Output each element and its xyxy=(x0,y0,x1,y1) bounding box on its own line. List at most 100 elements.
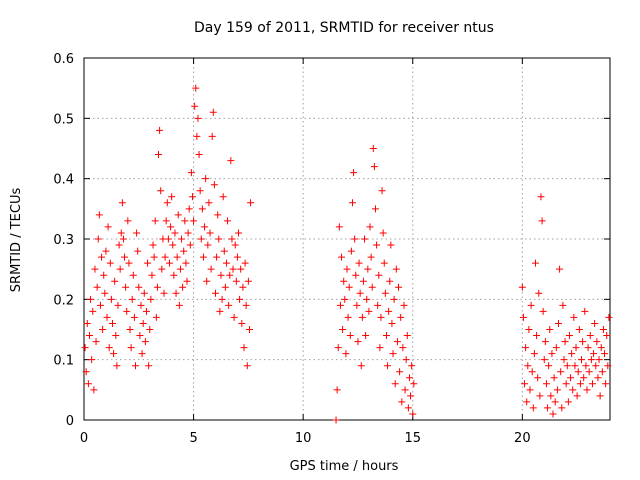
data-point xyxy=(529,404,537,412)
data-point xyxy=(215,235,223,243)
data-point xyxy=(342,350,350,358)
data-point xyxy=(530,350,538,358)
y-axis-label: SRMTID / TECUs xyxy=(9,188,24,293)
data-point xyxy=(175,301,183,309)
data-point xyxy=(229,265,237,273)
data-point xyxy=(174,211,182,219)
data-point xyxy=(201,223,209,231)
data-point xyxy=(138,350,146,358)
data-point xyxy=(180,247,188,255)
data-point xyxy=(187,169,195,177)
data-point xyxy=(125,259,133,267)
axis-ticks: 0 0.1 0.2 0.3 0.4 0.5 0.6 0 5 10 15 20 xyxy=(53,52,610,446)
data-points xyxy=(81,84,613,424)
data-point xyxy=(374,301,382,309)
data-point xyxy=(393,338,401,346)
data-point xyxy=(228,235,236,243)
data-point xyxy=(553,386,561,394)
data-point xyxy=(110,350,118,358)
data-point xyxy=(402,356,410,364)
data-point xyxy=(549,410,557,418)
data-point xyxy=(140,289,148,297)
data-point xyxy=(88,356,96,364)
data-point xyxy=(377,313,385,321)
data-point xyxy=(111,277,119,285)
data-point xyxy=(243,362,251,370)
data-point xyxy=(130,313,138,321)
data-point xyxy=(184,229,192,237)
data-point xyxy=(560,356,568,364)
data-point xyxy=(403,332,411,340)
data-point xyxy=(596,392,604,400)
data-point xyxy=(192,84,200,92)
data-point xyxy=(186,241,194,249)
data-point xyxy=(563,362,571,370)
data-point xyxy=(345,283,353,291)
data-point xyxy=(542,380,550,388)
x-tick-label: 0 xyxy=(80,431,88,446)
data-point xyxy=(570,313,578,321)
data-point xyxy=(181,217,189,225)
data-point xyxy=(536,392,544,400)
data-point xyxy=(554,319,562,327)
data-point xyxy=(83,319,91,327)
data-point xyxy=(382,332,390,340)
data-point xyxy=(115,241,123,249)
data-point xyxy=(203,277,211,285)
data-point xyxy=(95,211,103,219)
data-point xyxy=(157,187,165,195)
data-point xyxy=(534,374,542,382)
data-point xyxy=(369,145,377,152)
data-point xyxy=(391,380,399,388)
data-point xyxy=(359,277,367,285)
data-point xyxy=(91,265,99,273)
data-point xyxy=(82,368,90,376)
data-point xyxy=(602,380,610,388)
data-point xyxy=(90,386,98,394)
x-tick-label: 5 xyxy=(189,431,197,446)
data-point xyxy=(368,283,376,291)
data-point xyxy=(162,217,170,225)
data-point xyxy=(407,392,415,400)
data-point xyxy=(202,175,210,183)
data-point xyxy=(356,289,364,297)
y-tick-label: 0.4 xyxy=(53,173,74,188)
data-point xyxy=(336,301,344,309)
data-point xyxy=(545,362,553,370)
data-point xyxy=(114,301,122,309)
data-point xyxy=(119,235,127,243)
data-point xyxy=(385,307,393,315)
data-point xyxy=(108,319,116,327)
data-point xyxy=(390,295,398,303)
data-point xyxy=(226,271,234,279)
data-point xyxy=(363,295,371,303)
data-point xyxy=(366,223,374,231)
data-point xyxy=(221,283,229,291)
data-point xyxy=(123,307,131,315)
data-point xyxy=(204,241,212,249)
data-point xyxy=(581,307,589,315)
data-point xyxy=(355,259,363,267)
data-point xyxy=(190,217,198,225)
data-point xyxy=(132,362,140,370)
data-point xyxy=(220,247,228,255)
data-point xyxy=(152,313,160,321)
data-point xyxy=(358,313,366,321)
data-point xyxy=(573,392,581,400)
data-point xyxy=(521,380,529,388)
data-point xyxy=(236,295,244,303)
data-point xyxy=(198,205,206,213)
data-point xyxy=(244,277,252,285)
data-point xyxy=(392,265,400,273)
data-point xyxy=(124,217,132,225)
data-point xyxy=(344,313,352,321)
data-point xyxy=(133,229,141,237)
data-point xyxy=(605,313,613,321)
data-point xyxy=(386,277,394,285)
data-point xyxy=(379,229,387,237)
data-point xyxy=(556,265,564,273)
data-point xyxy=(240,344,248,352)
data-point xyxy=(126,326,134,333)
data-point xyxy=(400,301,408,309)
